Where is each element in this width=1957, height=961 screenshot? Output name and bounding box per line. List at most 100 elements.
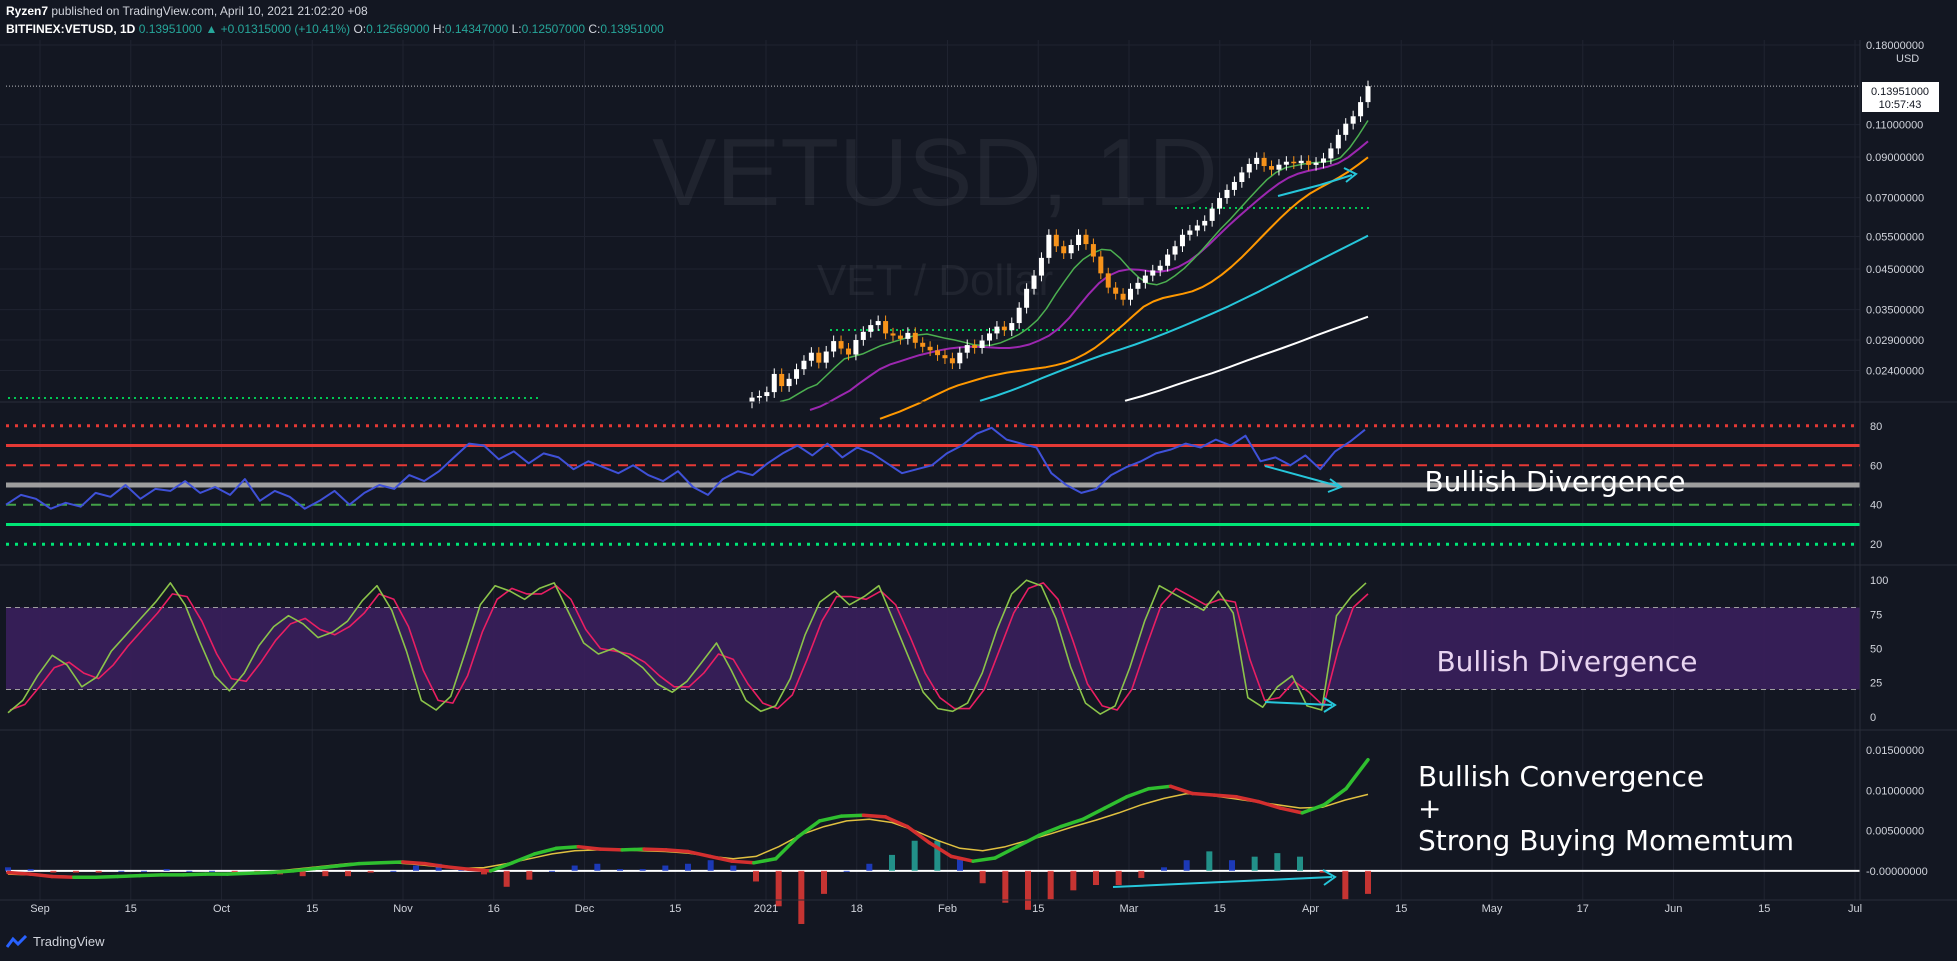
macd-histogram-bar <box>163 869 170 871</box>
price-tick-label: 0.18000000 <box>1866 40 1924 52</box>
candle-body <box>1239 172 1245 182</box>
candle-body <box>794 369 800 379</box>
candle-body <box>957 352 963 364</box>
candle-body <box>949 358 955 364</box>
macd-line-segment <box>291 866 317 873</box>
tradingview-logo-icon <box>6 934 28 948</box>
macd-line-segment <box>1278 806 1304 815</box>
x-tick-label: 17 <box>1577 903 1589 915</box>
price-tick-label: 0.07000000 <box>1866 193 1924 205</box>
candle-body <box>890 333 896 336</box>
macd-histogram-bar <box>639 869 646 871</box>
x-tick-label: 15 <box>125 903 137 915</box>
macd-histogram-bar <box>413 865 419 871</box>
candle-body <box>1090 244 1096 257</box>
candle-body <box>1157 265 1163 271</box>
macd-line-segment <box>1212 793 1239 799</box>
candle-body <box>1068 245 1074 254</box>
ema-white-line <box>1124 315 1369 402</box>
macd-histogram-bar <box>1115 870 1122 886</box>
candle-body <box>1343 123 1349 135</box>
macd-line-segment <box>883 815 910 829</box>
macd-line-segment <box>1037 824 1063 838</box>
stoch-tick-label: 100 <box>1870 575 1888 587</box>
price-trend-arrow <box>1277 184 1321 197</box>
candle-body <box>1313 162 1319 165</box>
macd-panel <box>5 757 1860 924</box>
macd-histogram-bar <box>1297 856 1303 871</box>
x-tick-label: Jun <box>1665 903 1683 915</box>
x-tick-label: 15 <box>306 903 318 915</box>
candle-body <box>1328 148 1334 159</box>
rsi-tick-label: 60 <box>1870 460 1882 472</box>
price-label-box <box>1862 82 1939 112</box>
macd-histogram-bar <box>753 870 759 882</box>
macd-line-segment <box>576 844 603 851</box>
macd-line-segment <box>1015 833 1041 849</box>
candle-body <box>1365 86 1371 103</box>
candle-body <box>801 360 807 370</box>
candle-body <box>1046 234 1052 258</box>
macd-line-segment <box>773 835 800 861</box>
ema-green-line <box>779 120 1369 403</box>
macd-histogram-bar <box>390 870 397 872</box>
macd-histogram-bar <box>95 870 102 873</box>
macd-histogram-bar <box>1319 870 1326 873</box>
macd-tick-label: 0.01000000 <box>1866 785 1924 797</box>
stoch-tick-label: 0 <box>1870 712 1876 724</box>
macd-line-segment <box>642 847 668 852</box>
x-tick-label: Mar <box>1120 903 1139 915</box>
macd-arrowhead <box>1322 869 1337 886</box>
watermark-title: VETUSD, 1D <box>652 119 1217 226</box>
candle-body <box>779 373 785 387</box>
macd-histogram-bar <box>889 854 895 871</box>
macd-histogram-bar <box>798 870 805 924</box>
candle-body <box>994 326 1000 334</box>
candle-body <box>1224 189 1230 199</box>
macd-line-segment <box>28 872 54 879</box>
macd-line-segment <box>335 861 361 868</box>
close-label: C: <box>588 22 601 36</box>
x-tick-label: 15 <box>1032 903 1044 915</box>
macd-histogram-bar <box>5 867 11 871</box>
macd-line-segment <box>1124 786 1151 799</box>
price-tick-label: 0.02900000 <box>1866 335 1924 347</box>
x-tick-label: May <box>1482 903 1503 915</box>
macd-histogram-bar <box>118 870 125 872</box>
rsi-arrowhead <box>1327 478 1344 493</box>
macd-line-segment <box>488 861 515 873</box>
candle-body <box>1001 326 1007 331</box>
macd-histogram-bar <box>730 865 737 871</box>
footer-brand[interactable]: TradingView <box>6 934 105 949</box>
macd-line-segment <box>927 840 953 859</box>
ema-teal-line <box>979 234 1369 402</box>
macd-histogram-bar <box>1183 860 1190 871</box>
macd-annotation-line1: Bullish Convergence <box>1418 760 1704 793</box>
macd-histogram-bar <box>1229 860 1235 871</box>
macd-line-segment <box>1300 803 1326 815</box>
stoch-divergence-arrow <box>1264 701 1333 706</box>
macd-histogram-bar <box>186 870 193 872</box>
candle-body <box>808 352 814 361</box>
x-tick-label: 16 <box>488 903 500 915</box>
open-label: O: <box>353 22 367 36</box>
candle-body <box>1306 160 1312 165</box>
x-tick-label: 15 <box>1395 903 1407 915</box>
high-label: H: <box>432 22 445 36</box>
macd-line-segment <box>620 847 646 852</box>
macd-histogram-bar <box>775 870 782 907</box>
rsi-tick-label: 20 <box>1870 539 1882 551</box>
macd-histogram-bar <box>979 870 986 884</box>
macd-tick-label: -0.00000000 <box>1866 866 1928 878</box>
macd-line-segment <box>401 860 427 866</box>
macd-line-segment <box>817 814 844 823</box>
macd-line-segment <box>861 813 888 819</box>
macd-line-segment <box>598 847 624 852</box>
price-label-value: 0.13951000 <box>1871 86 1929 98</box>
high-value: 0.14347000 <box>444 22 509 36</box>
macd-line-segment <box>554 844 581 851</box>
macd-annotation-line3: Strong Buying Momemtum <box>1418 824 1794 857</box>
publisher-name: Ryzen7 <box>6 4 49 18</box>
candle-body <box>935 350 941 356</box>
